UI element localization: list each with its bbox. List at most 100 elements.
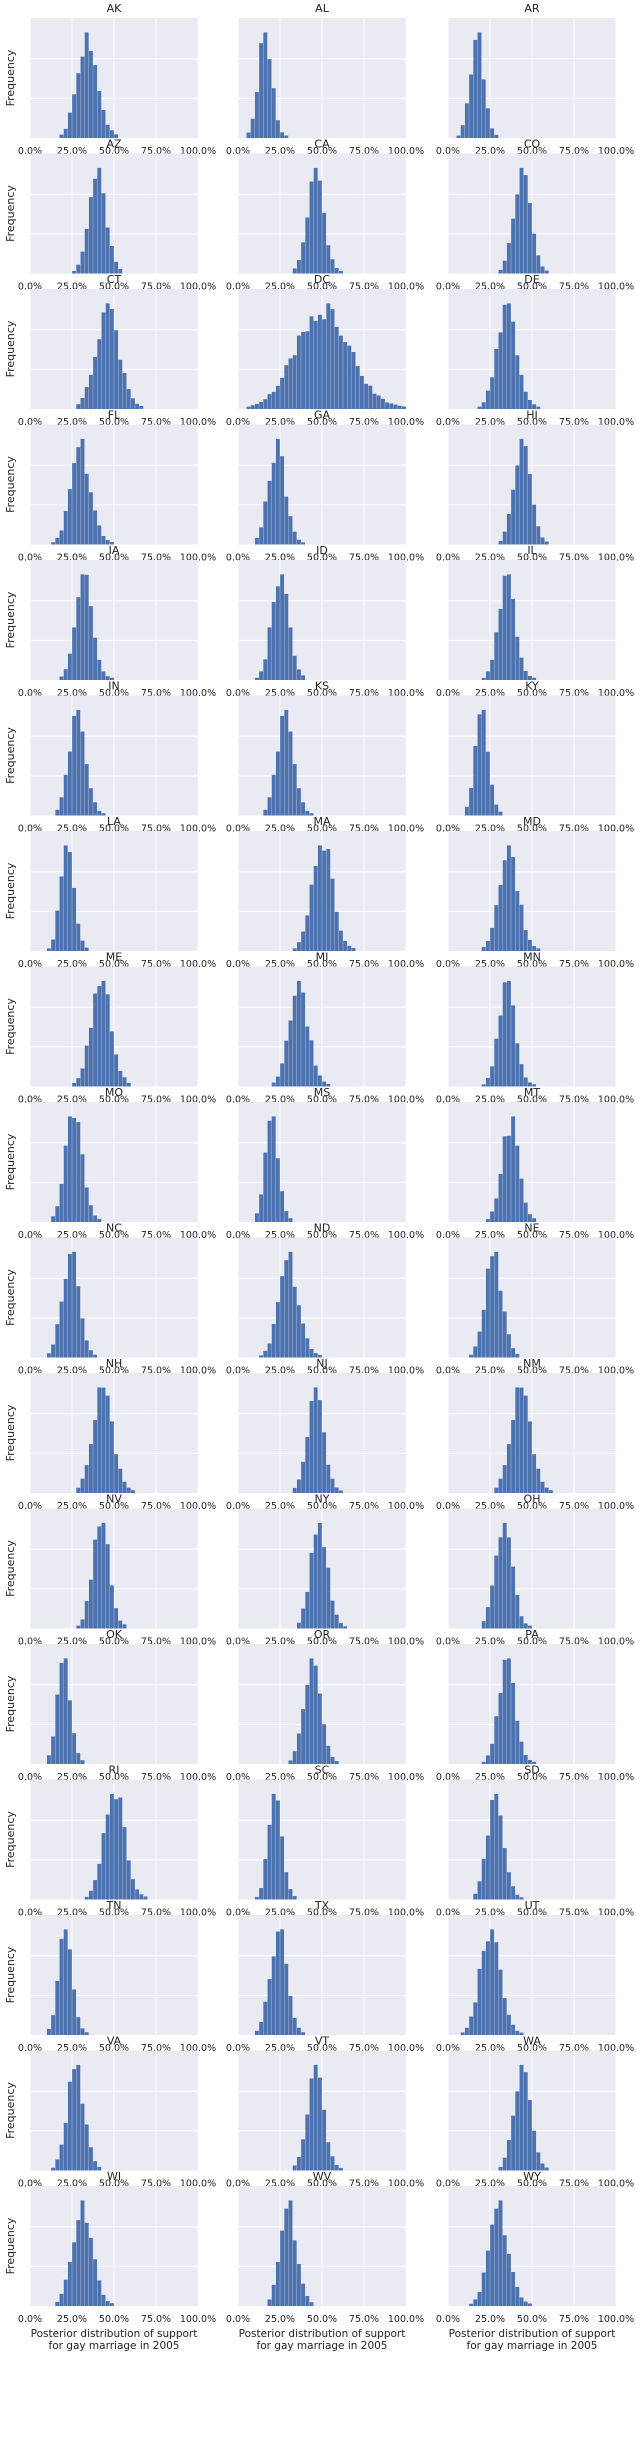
hist-bar (506, 1444, 511, 1493)
hist-bar (84, 764, 89, 816)
hist-bar (456, 135, 461, 138)
hist-bar (532, 2130, 537, 2171)
hist-bar (55, 2301, 60, 2306)
subplot-vt: VT 0.0% 25.0% 50.0% 75.0% 100.0% (226, 2035, 424, 2190)
subplot-de: DE 0.0% 25.0% 50.0% 75.0% 100.0% (436, 273, 634, 428)
hist-bar (309, 884, 314, 951)
x-tick-label: 50.0% (99, 1637, 129, 1648)
hist-bar (313, 320, 318, 409)
hist-bar (322, 1547, 327, 1629)
hist-bar (59, 134, 64, 138)
hist-bar (76, 709, 81, 816)
subplot-ut: UT 0.0% 25.0% 50.0% 75.0% 100.0% (436, 1899, 634, 2054)
hist-bar (280, 1063, 285, 1087)
hist-bar (101, 109, 106, 138)
hist-bar (355, 366, 360, 409)
hist-bar (485, 2250, 490, 2306)
hist-bar (326, 848, 331, 951)
x-tick-label: 75.0% (559, 824, 589, 835)
x-tick-label: 50.0% (307, 2043, 337, 2054)
hist-bar (59, 797, 64, 816)
subplot-va: VA Frequency 0.0% 25.0% 50.0% 75.0% 100.0% (4, 2035, 216, 2190)
hist-bar (72, 94, 77, 138)
hist-bar (72, 715, 77, 816)
x-tick-label: 0.0% (436, 1230, 460, 1241)
hist-bar (59, 2144, 64, 2171)
x-tick-label: 75.0% (559, 2043, 589, 2054)
x-tick-label: 0.0% (226, 1366, 250, 1377)
hist-bar (84, 574, 89, 680)
hist-bar (97, 525, 102, 545)
subplot-dc: DC 0.0% 25.0% 50.0% 75.0% 100.0% (226, 273, 424, 428)
hist-bar (326, 2142, 331, 2171)
hist-bar (301, 331, 306, 409)
hist-bar (288, 627, 293, 680)
hist-bar (527, 2303, 532, 2306)
x-tick-label: 25.0% (265, 146, 295, 157)
x-tick-label: 100.0% (598, 2179, 634, 2190)
hist-bar (93, 2259, 98, 2306)
x-tick-label: 75.0% (349, 417, 379, 428)
subplot-ne: NE 0.0% 25.0% 50.0% 75.0% 100.0% (436, 1222, 634, 1377)
subplot-al: AL 0.0% 25.0% 50.0% 75.0% 100.0% (226, 2, 424, 157)
hist-bar (93, 510, 98, 545)
x-tick-label: 0.0% (226, 1501, 250, 1512)
hist-bar (498, 1478, 503, 1493)
hist-bar (80, 1619, 85, 1629)
x-tick-label: 100.0% (598, 282, 634, 293)
hist-bar (519, 2032, 524, 2035)
x-tick-label: 100.0% (388, 1908, 424, 1919)
hist-bar (317, 314, 322, 409)
x-tick-label: 100.0% (598, 824, 634, 835)
hist-bar (88, 1444, 93, 1493)
hist-bar (271, 1793, 276, 1900)
hist-bar (84, 1340, 89, 1358)
x-tick-label: 25.0% (265, 417, 295, 428)
hist-bar (515, 891, 520, 951)
hist-bar (114, 1054, 119, 1087)
hist-bar (126, 1082, 131, 1087)
x-tick-label: 75.0% (349, 1366, 379, 1377)
hist-bar (548, 1490, 553, 1493)
hist-bar (97, 1387, 102, 1493)
x-tick-label: 0.0% (226, 146, 250, 157)
hist-bar (498, 1537, 503, 1629)
hist-bar (97, 659, 102, 680)
hist-bar (275, 1800, 280, 1900)
x-tick-label: 0.0% (436, 146, 460, 157)
hist-bar (523, 1202, 528, 1222)
hist-bar (51, 939, 56, 951)
x-tick-label: 50.0% (307, 417, 337, 428)
hist-bar (515, 1353, 520, 1358)
hist-bar (506, 2140, 511, 2171)
subplot-ks: KS 0.0% 25.0% 50.0% 75.0% 100.0% (226, 680, 424, 835)
hist-bar (63, 1278, 68, 1358)
hist-bar (481, 1950, 486, 2035)
x-tick-label: 100.0% (180, 2314, 216, 2325)
hist-bar (502, 1311, 507, 1358)
hist-bar (118, 1468, 123, 1493)
subplot-nh: NH Frequency 0.0% 25.0% 50.0% 75.0% 100.0% (4, 1357, 216, 1512)
hist-bar (490, 1743, 495, 1764)
x-tick-label: 75.0% (349, 688, 379, 699)
subplot-title: CA (314, 138, 330, 151)
x-tick-label: 50.0% (307, 688, 337, 699)
hist-bar (97, 167, 102, 274)
x-tick-label: 100.0% (180, 146, 216, 157)
hist-bar (301, 931, 306, 951)
hist-bar (532, 404, 537, 409)
hist-bar (80, 397, 85, 409)
y-axis-label: Frequency (4, 320, 17, 377)
x-tick-label: 75.0% (349, 959, 379, 970)
y-axis-label: Frequency (4, 1540, 17, 1597)
hist-bar (485, 1941, 490, 2035)
hist-bar (313, 1534, 318, 1629)
hist-bar (263, 1859, 268, 1900)
hist-bar (544, 541, 549, 545)
hist-bar (76, 597, 81, 680)
hist-bar (59, 530, 64, 545)
x-tick-label: 25.0% (57, 1637, 87, 1648)
hist-bar (494, 1555, 499, 1629)
hist-bar (519, 2297, 524, 2306)
hist-bar (519, 167, 524, 274)
